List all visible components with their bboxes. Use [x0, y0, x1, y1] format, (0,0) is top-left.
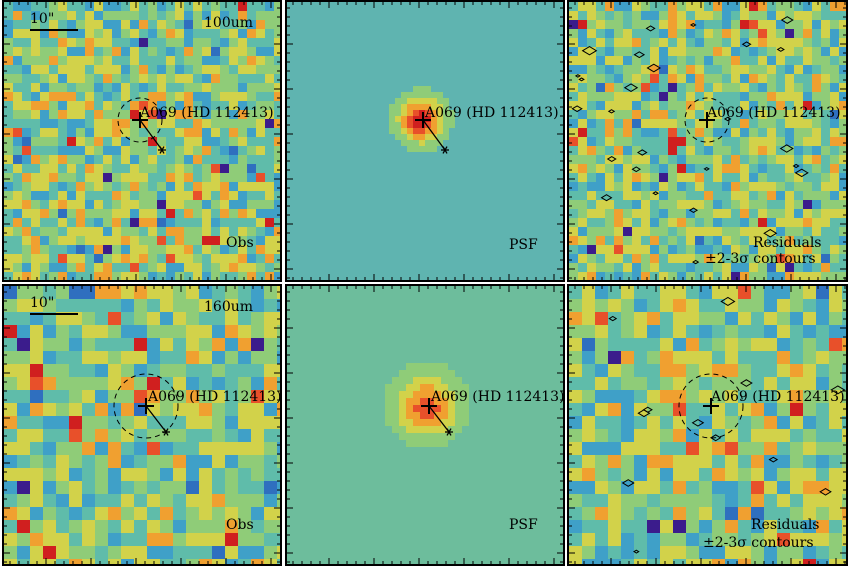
axis-ticks — [4, 286, 280, 564]
obs-160um-image — [4, 286, 280, 564]
pixel-map — [4, 286, 280, 564]
band-label: 160um — [204, 299, 254, 315]
residuals-160um-image — [569, 286, 846, 564]
sigma-contours — [608, 296, 846, 554]
offset-vector — [145, 405, 170, 436]
pixel-map — [569, 2, 846, 280]
pixel-map — [4, 2, 280, 280]
sigma-contours — [571, 16, 809, 265]
panel-label: Obs — [226, 235, 254, 251]
panel-psf-100um: A069 (HD 112413) PSF — [285, 0, 565, 282]
panel-label: Residuals — [751, 517, 820, 533]
panel-label-2: ±2-3σ contours — [705, 251, 816, 267]
target-marker — [684, 97, 730, 143]
offset-vector — [422, 119, 449, 154]
target-label: A069 (HD 112413) — [425, 105, 559, 121]
band-label: 100um — [204, 15, 254, 31]
target-label: A069 (HD 112413) — [707, 105, 841, 121]
axis-ticks — [569, 286, 846, 564]
psf-160um-image — [287, 286, 563, 564]
psf-map — [287, 2, 563, 280]
residuals-100um-image — [569, 2, 846, 280]
offset-vector — [139, 119, 166, 154]
target-marker — [678, 373, 744, 439]
axis-ticks — [4, 2, 280, 280]
axis-ticks — [287, 2, 563, 280]
target-label: A069 (HD 112413) — [148, 389, 282, 405]
panel-obs-160um: 10" 160um A069 (HD 112413) Obs — [2, 284, 282, 566]
panel-psf-160um: A069 (HD 112413) PSF — [285, 284, 565, 566]
psf-map — [287, 286, 563, 564]
obs-100um-image — [4, 2, 280, 280]
pixel-map — [569, 286, 846, 564]
panel-label: PSF — [509, 517, 538, 533]
scalebar-label: 10" — [30, 295, 55, 311]
axis-ticks — [569, 2, 846, 280]
offset-vector — [428, 405, 453, 436]
panel-label: Obs — [226, 517, 254, 533]
panel-residuals-100um: A069 (HD 112413) Residuals ±2-3σ contour… — [567, 0, 848, 282]
target-label: A069 (HD 112413) — [140, 105, 274, 121]
axis-ticks — [287, 286, 563, 564]
psf-100um-image — [287, 2, 563, 280]
target-label: A069 (HD 112413) — [431, 389, 565, 405]
panel-label-2: ±2-3σ contours — [703, 535, 814, 551]
panel-residuals-160um: A069 (HD 112413) Residuals ±2-3σ contour… — [567, 284, 848, 566]
target-label: A069 (HD 112413) — [711, 389, 845, 405]
panel-label: Residuals — [753, 235, 822, 251]
scalebar-label: 10" — [30, 11, 55, 27]
panel-label: PSF — [509, 237, 538, 253]
panel-obs-100um: 10" 100um A069 (HD 112413) Obs — [2, 0, 282, 282]
